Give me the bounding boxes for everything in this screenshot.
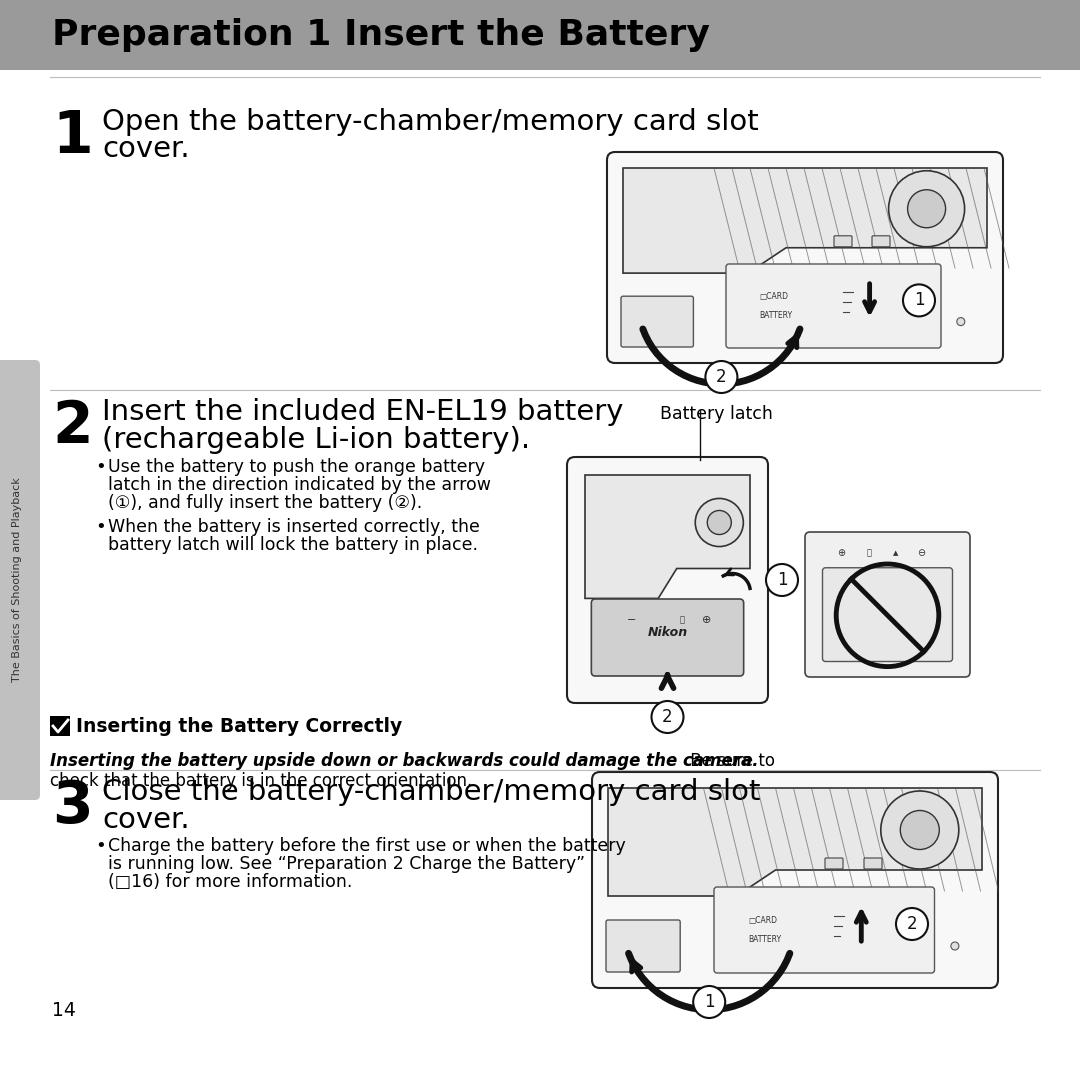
Circle shape [696, 499, 743, 546]
Text: Use the battery to push the orange battery: Use the battery to push the orange batte… [108, 458, 485, 476]
Circle shape [907, 190, 946, 228]
Text: ▲: ▲ [892, 550, 897, 556]
Text: •: • [95, 458, 106, 476]
Text: □CARD: □CARD [759, 292, 788, 301]
FancyBboxPatch shape [592, 772, 998, 988]
Text: is running low. See “Preparation 2 Charge the Battery”: is running low. See “Preparation 2 Charg… [108, 855, 585, 873]
Text: 2: 2 [662, 708, 673, 726]
Text: BATTERY: BATTERY [748, 935, 781, 944]
Text: •: • [95, 518, 106, 536]
Text: •: • [95, 837, 106, 855]
Circle shape [950, 942, 959, 950]
FancyBboxPatch shape [726, 264, 941, 348]
FancyBboxPatch shape [834, 235, 852, 247]
Text: Inserting the Battery Correctly: Inserting the Battery Correctly [76, 716, 402, 735]
Polygon shape [608, 788, 982, 896]
Circle shape [766, 564, 798, 596]
Text: Close the battery-chamber/memory card slot: Close the battery-chamber/memory card sl… [102, 778, 760, 806]
Circle shape [693, 986, 725, 1018]
Text: (①), and fully insert the battery (②).: (①), and fully insert the battery (②). [108, 494, 422, 512]
FancyBboxPatch shape [0, 360, 40, 800]
Text: ⊕: ⊕ [837, 549, 845, 558]
Text: 14: 14 [52, 1001, 76, 1020]
Text: (□16) for more information.: (□16) for more information. [108, 873, 352, 891]
Text: cover.: cover. [102, 135, 190, 163]
FancyBboxPatch shape [592, 599, 744, 676]
FancyBboxPatch shape [567, 457, 768, 703]
Circle shape [707, 511, 731, 535]
Text: 2: 2 [52, 399, 93, 455]
Text: check that the battery is in the correct orientation.: check that the battery is in the correct… [50, 772, 472, 789]
FancyBboxPatch shape [50, 716, 70, 735]
Text: ⊕: ⊕ [702, 616, 711, 625]
FancyBboxPatch shape [864, 858, 882, 869]
Text: cover.: cover. [102, 806, 190, 834]
Text: (rechargeable Li-ion battery).: (rechargeable Li-ion battery). [102, 426, 530, 454]
Circle shape [896, 908, 928, 940]
Circle shape [889, 171, 964, 246]
Text: Be sure to: Be sure to [685, 752, 775, 770]
FancyBboxPatch shape [606, 920, 680, 972]
Text: 2: 2 [907, 915, 917, 933]
Text: 3: 3 [52, 778, 93, 835]
Text: Preparation 1 Insert the Battery: Preparation 1 Insert the Battery [52, 18, 710, 52]
Text: Insert the included EN-EL19 battery: Insert the included EN-EL19 battery [102, 399, 623, 426]
FancyBboxPatch shape [0, 0, 1080, 70]
Text: Open the battery-chamber/memory card slot: Open the battery-chamber/memory card slo… [102, 108, 759, 136]
Circle shape [901, 810, 940, 850]
Text: battery latch will lock the battery in place.: battery latch will lock the battery in p… [108, 536, 478, 554]
Text: 2: 2 [716, 368, 727, 386]
Text: Ⓣ: Ⓣ [679, 616, 685, 624]
FancyBboxPatch shape [607, 152, 1003, 363]
Text: 1: 1 [704, 993, 715, 1011]
Text: 1: 1 [914, 292, 924, 309]
Text: Inserting the battery upside down or backwards could damage the camera.: Inserting the battery upside down or bac… [50, 752, 758, 770]
FancyBboxPatch shape [825, 858, 843, 869]
Text: latch in the direction indicated by the arrow: latch in the direction indicated by the … [108, 476, 491, 494]
Circle shape [705, 361, 738, 393]
Circle shape [903, 284, 935, 316]
Text: □CARD: □CARD [748, 916, 778, 924]
FancyBboxPatch shape [714, 887, 934, 973]
Text: The Basics of Shooting and Playback: The Basics of Shooting and Playback [12, 477, 22, 683]
Text: Battery latch: Battery latch [660, 405, 773, 423]
Text: Charge the battery before the first use or when the battery: Charge the battery before the first use … [108, 837, 625, 855]
Text: ⊖: ⊖ [918, 549, 926, 558]
Text: BATTERY: BATTERY [759, 311, 793, 320]
Text: 1: 1 [52, 108, 93, 165]
FancyBboxPatch shape [621, 296, 693, 347]
Text: 1: 1 [777, 571, 787, 589]
Text: Nikon: Nikon [647, 626, 688, 639]
FancyBboxPatch shape [823, 568, 953, 661]
FancyBboxPatch shape [805, 532, 970, 677]
Text: When the battery is inserted correctly, the: When the battery is inserted correctly, … [108, 518, 480, 536]
Circle shape [957, 318, 964, 325]
Text: Ⓣ: Ⓣ [866, 549, 872, 557]
Circle shape [651, 701, 684, 733]
Text: −: − [626, 616, 636, 625]
Polygon shape [585, 475, 750, 598]
Circle shape [881, 791, 959, 869]
Polygon shape [623, 168, 987, 273]
FancyBboxPatch shape [872, 235, 890, 247]
